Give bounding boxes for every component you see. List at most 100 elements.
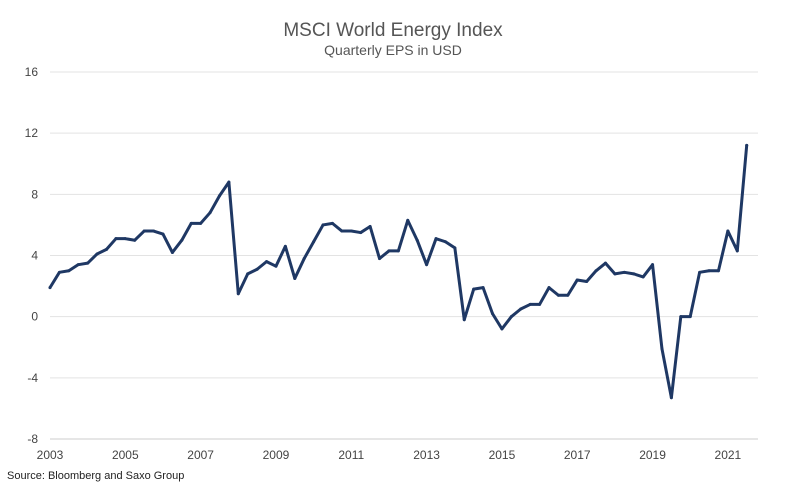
data-point xyxy=(189,221,193,225)
data-point xyxy=(556,293,560,297)
data-point xyxy=(227,180,231,184)
data-point xyxy=(114,237,118,241)
data-point xyxy=(48,286,52,290)
data-point xyxy=(180,238,184,242)
data-point xyxy=(491,312,494,316)
data-point xyxy=(152,229,156,233)
data-point xyxy=(378,257,382,261)
data-point xyxy=(368,224,372,228)
data-point xyxy=(340,229,344,233)
data-point xyxy=(330,221,334,225)
data-point xyxy=(208,211,212,215)
data-point xyxy=(302,257,306,261)
data-point xyxy=(283,244,287,248)
data-point xyxy=(321,223,325,227)
data-point xyxy=(161,232,165,236)
x-tick-label: 2011 xyxy=(338,448,364,462)
data-point xyxy=(246,272,250,276)
x-tick-label: 2017 xyxy=(564,448,591,462)
data-point xyxy=(726,229,730,233)
data-point xyxy=(632,272,636,276)
y-tick-label: 12 xyxy=(25,126,39,140)
data-point xyxy=(641,275,645,279)
data-point xyxy=(735,249,739,253)
data-point xyxy=(698,270,702,274)
data-point xyxy=(434,237,438,241)
data-point xyxy=(745,143,749,147)
data-point xyxy=(538,302,542,306)
data-point xyxy=(76,263,80,267)
data-point xyxy=(566,293,570,297)
data-point xyxy=(236,292,240,296)
data-point xyxy=(716,269,720,273)
data-point xyxy=(679,315,683,319)
data-point xyxy=(142,229,146,233)
y-tick-label: 16 xyxy=(25,65,39,79)
x-tick-label: 2005 xyxy=(112,448,139,462)
data-point xyxy=(415,238,419,242)
data-point xyxy=(660,347,664,351)
source-note: Source: Bloomberg and Saxo Group xyxy=(7,470,184,482)
data-point xyxy=(359,231,363,235)
y-tick-label: 8 xyxy=(31,187,38,201)
y-tick-label: 0 xyxy=(31,310,38,324)
data-point xyxy=(255,267,259,271)
data-point xyxy=(396,249,400,253)
data-point xyxy=(293,276,297,280)
data-point xyxy=(585,279,589,283)
data-point xyxy=(406,218,410,222)
data-point xyxy=(462,318,466,322)
x-tick-label: 2019 xyxy=(639,448,666,462)
data-point xyxy=(651,263,655,267)
data-point xyxy=(500,327,504,331)
data-point xyxy=(95,252,99,256)
data-point xyxy=(387,249,391,253)
series-line-eps xyxy=(48,143,749,400)
data-point xyxy=(57,270,61,274)
data-point xyxy=(669,396,673,400)
x-axis-ticks: 2003 2005 2007 2009 2011 2013 2015 2017 2019 2021 xyxy=(37,448,742,462)
chart-title: MSCI World Energy Index xyxy=(283,20,503,41)
x-tick-label: 2007 xyxy=(187,448,214,462)
data-point xyxy=(575,278,579,282)
data-point xyxy=(472,287,476,291)
data-point xyxy=(67,269,71,273)
data-point xyxy=(613,272,617,276)
data-point xyxy=(217,194,221,198)
data-point xyxy=(528,302,532,306)
data-point xyxy=(509,315,513,319)
data-point xyxy=(199,221,203,225)
data-point xyxy=(603,261,607,265)
data-point xyxy=(123,237,127,241)
data-point xyxy=(86,261,90,265)
data-point xyxy=(594,269,598,273)
data-point xyxy=(349,229,353,233)
data-point xyxy=(481,286,485,290)
gridlines xyxy=(50,71,758,440)
data-point xyxy=(622,270,626,274)
data-points xyxy=(48,143,749,400)
chart-subtitle: Quarterly EPS in USD xyxy=(324,42,462,58)
data-point xyxy=(312,240,316,244)
x-tick-label: 2003 xyxy=(37,448,64,462)
y-tick-label: 4 xyxy=(31,249,38,263)
y-tick-label: -8 xyxy=(27,432,38,446)
x-tick-label: 2015 xyxy=(489,448,516,462)
data-point xyxy=(104,247,108,251)
data-point xyxy=(547,286,551,290)
data-point xyxy=(453,246,457,250)
y-tick-label: -4 xyxy=(27,371,38,385)
x-tick-label: 2009 xyxy=(263,448,290,462)
data-point xyxy=(707,269,711,273)
data-point xyxy=(425,263,429,267)
data-point xyxy=(519,307,523,311)
x-tick-label: 2013 xyxy=(413,448,440,462)
data-point xyxy=(274,264,278,268)
data-point xyxy=(443,240,447,244)
data-point xyxy=(688,315,692,319)
x-tick-label: 2021 xyxy=(715,448,742,462)
data-point xyxy=(265,260,269,264)
data-point xyxy=(170,250,174,254)
y-axis-ticks: 16 12 8 4 0 -4 -8 xyxy=(25,65,39,446)
